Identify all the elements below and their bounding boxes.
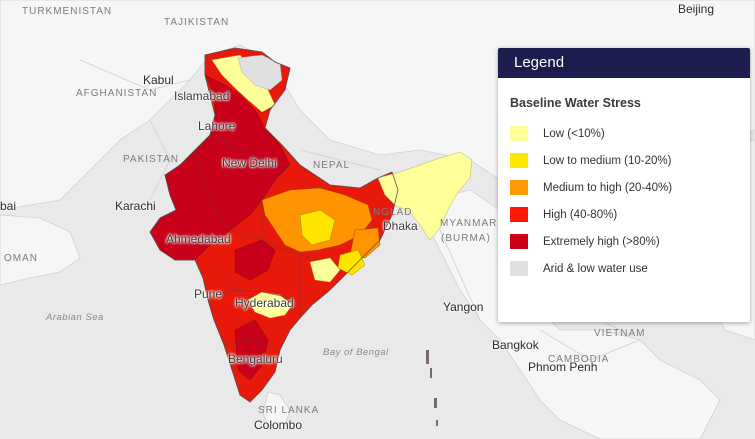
arid-region: [237, 54, 283, 91]
label-islamabad: Islamabad: [174, 89, 230, 103]
legend-swatch: [510, 234, 528, 249]
legend-swatch: [510, 126, 528, 141]
legend-title: Baseline Water Stress: [510, 96, 641, 110]
label-cambodia: CAMBODIA: [548, 354, 610, 365]
india-outline: [149, 47, 399, 403]
northeast-low-region: [377, 151, 473, 241]
label-burma: (BURMA): [441, 233, 491, 244]
south-extreme-region: [234, 319, 269, 381]
label-afghanistan: AFGHANISTAN: [76, 88, 158, 99]
label-beijing: Beijing: [678, 2, 715, 16]
label-pune: Pune: [194, 287, 223, 301]
legend-swatch: [510, 153, 528, 168]
label-bangkok: Bangkok: [492, 338, 539, 352]
east-low-medium-region: [337, 249, 366, 276]
label-turkmenistan: TURKMENISTAN: [22, 6, 113, 17]
label-bengaluru: Bengaluru: [228, 352, 283, 366]
label-pakistan: PAKISTAN: [123, 154, 179, 165]
legend-label: Extremely high (>80%): [543, 235, 660, 248]
legend-item-low-to-medium: Low to medium (10-20%): [510, 147, 750, 174]
label-colombo: Colombo: [254, 418, 303, 432]
legend-item-low: Low (<10%): [510, 120, 750, 147]
label-ahmedabad: Ahmedabad: [166, 232, 231, 246]
label-dhaka: Dhaka: [383, 219, 418, 233]
legend-swatch: [510, 261, 528, 276]
label-hyderabad: Hyderabad: [235, 296, 294, 310]
label-oman: OMAN: [4, 253, 38, 264]
label-bangladesh: NGLAD: [373, 207, 413, 218]
legend-label: Arid & low water use: [543, 262, 648, 275]
label-bai: bai: [0, 199, 17, 213]
label-new-delhi: New Delhi: [222, 156, 277, 170]
legend-panel: Legend Baseline Water Stress Low (<10%) …: [498, 48, 750, 322]
legend-swatch: [510, 180, 528, 195]
arabia-land: [0, 214, 81, 286]
label-phnom-penh: Phnom Penh: [528, 360, 598, 374]
sri-lanka-land: [262, 391, 291, 431]
legend-item-medium-to-high: Medium to high (20-40%): [510, 174, 750, 201]
legend-item-arid: Arid & low water use: [510, 255, 750, 282]
legend-label: Medium to high (20-40%): [543, 181, 673, 194]
label-lahore: Lahore: [198, 119, 236, 133]
legend-label: Low to medium (10-20%): [543, 154, 672, 167]
label-sri-lanka: SRI LANKA: [258, 405, 320, 416]
label-yangon: Yangon: [443, 300, 484, 314]
label-arabian-sea: Arabian Sea: [46, 312, 104, 323]
label-vietnam: VIETNAM: [594, 328, 646, 339]
label-karachi: Karachi: [115, 199, 156, 213]
label-kabul: Kabul: [143, 73, 174, 87]
state-borders: [194, 134, 321, 351]
east-coast-low-region: [309, 257, 341, 283]
legend-list: Low (<10%) Low to medium (10-20%) Medium…: [498, 120, 750, 282]
legend-label: High (40-80%): [543, 208, 618, 221]
label-myanmar: MYANMAR: [440, 218, 498, 229]
legend-item-extremely-high: Extremely high (>80%): [510, 228, 750, 255]
label-nepal: NEPAL: [313, 160, 351, 171]
legend-item-high: High (40-80%): [510, 201, 750, 228]
central-low-medium-region: [299, 209, 336, 246]
legend-label: Low (<10%): [543, 127, 605, 140]
label-bay-of-bengal: Bay of Bengal: [323, 347, 389, 358]
label-tajikistan: TAJIKISTAN: [164, 17, 230, 28]
legend-header: Legend: [498, 48, 750, 78]
legend-swatch: [510, 207, 528, 222]
andaman-islands: [426, 350, 438, 426]
